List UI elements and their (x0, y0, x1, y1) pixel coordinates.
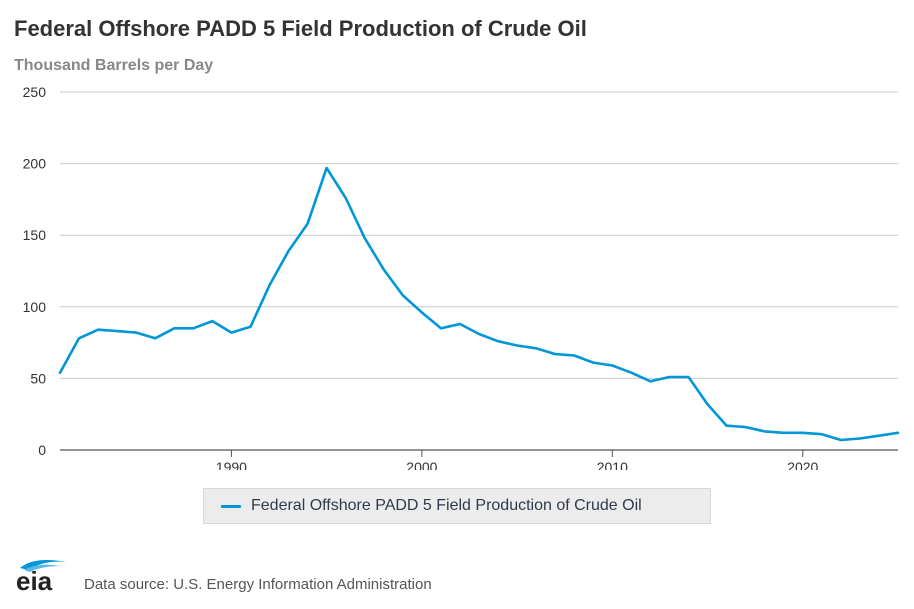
data-point[interactable] (112, 326, 122, 336)
data-point[interactable] (645, 376, 655, 386)
y-tick-label: 150 (23, 227, 47, 243)
data-point[interactable] (436, 323, 446, 333)
data-point[interactable] (588, 358, 598, 368)
eia-logo-swoosh-light (24, 564, 60, 572)
data-point[interactable] (817, 429, 827, 439)
data-point[interactable] (303, 219, 313, 229)
eia-logo-text: eia (16, 566, 53, 596)
series-line[interactable] (58, 166, 900, 442)
data-point[interactable] (169, 323, 179, 333)
x-tick-label: 2000 (406, 459, 437, 470)
data-point[interactable] (893, 428, 903, 438)
data-point[interactable] (341, 193, 351, 203)
legend-label: Federal Offshore PADD 5 Field Production… (251, 497, 642, 514)
data-point[interactable] (779, 428, 789, 438)
y-tick-label: 0 (38, 442, 46, 458)
data-point[interactable] (379, 265, 389, 275)
data-point[interactable] (474, 329, 484, 339)
data-point[interactable] (265, 280, 275, 290)
data-point[interactable] (855, 434, 865, 444)
data-point[interactable] (722, 421, 732, 431)
data-point[interactable] (455, 319, 465, 329)
data-point[interactable] (55, 368, 65, 378)
data-point[interactable] (226, 328, 236, 338)
x-tick-label: 2020 (787, 459, 818, 470)
data-point[interactable] (188, 323, 198, 333)
data-point[interactable] (131, 328, 141, 338)
data-point[interactable] (207, 316, 217, 326)
data-point[interactable] (417, 308, 427, 318)
data-source: Data source: U.S. Energy Information Adm… (84, 576, 432, 593)
data-point[interactable] (360, 233, 370, 243)
legend-swatch (221, 504, 241, 508)
data-point[interactable] (569, 350, 579, 360)
data-point[interactable] (398, 290, 408, 300)
data-point[interactable] (703, 399, 713, 409)
data-point[interactable] (284, 246, 294, 256)
data-point[interactable] (493, 336, 503, 346)
y-tick-label: 50 (30, 370, 46, 386)
y-tick-label: 200 (23, 156, 47, 172)
data-point[interactable] (741, 422, 751, 432)
chart-title: Federal Offshore PADD 5 Field Production… (14, 16, 587, 41)
data-point[interactable] (512, 340, 522, 350)
chart-area: 0 50 100 150 200 250 1990 2000 2010 2020 (23, 84, 903, 470)
data-point[interactable] (550, 349, 560, 359)
data-point[interactable] (93, 325, 103, 335)
data-point[interactable] (626, 368, 636, 378)
units-label: Thousand Barrels per Day (14, 57, 214, 74)
eia-logo[interactable]: eia (14, 556, 74, 596)
y-tick-label: 250 (23, 84, 47, 100)
y-tick-label: 100 (23, 299, 47, 315)
data-point[interactable] (836, 435, 846, 445)
legend[interactable]: Federal Offshore PADD 5 Field Production… (203, 488, 711, 524)
data-point[interactable] (798, 428, 808, 438)
data-point[interactable] (760, 426, 770, 436)
x-tick-label: 2010 (597, 459, 628, 470)
data-point[interactable] (607, 361, 617, 371)
data-point[interactable] (74, 333, 84, 343)
x-tick-label: 1990 (216, 459, 247, 470)
data-point[interactable] (664, 372, 674, 382)
data-point[interactable] (322, 163, 332, 173)
data-point[interactable] (531, 343, 541, 353)
data-point[interactable] (150, 333, 160, 343)
footer: eia Data source: U.S. Energy Information… (14, 556, 614, 596)
data-point[interactable] (684, 372, 694, 382)
data-point[interactable] (245, 322, 255, 332)
data-point[interactable] (874, 431, 884, 441)
